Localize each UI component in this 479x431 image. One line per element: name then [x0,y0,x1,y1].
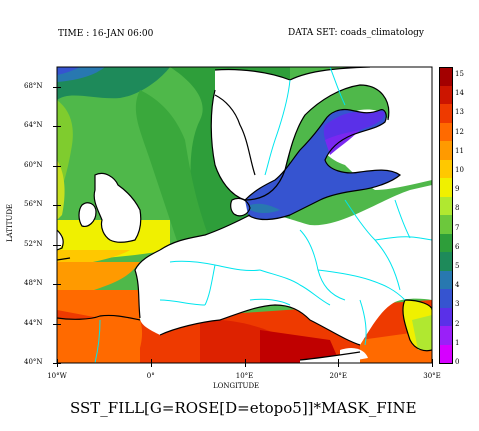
y-tick-mark [53,126,61,128]
x-tick-mark [244,359,246,367]
colorbar-swatch [439,159,452,179]
colorbar-swatch [439,307,452,327]
y-tick-mark [53,363,61,364]
y-tick-label: 64°N [24,121,43,130]
colorbar-swatch [439,215,452,234]
colorbar-swatch [439,85,452,105]
colorbar-label: 5 [455,262,460,270]
x-tick-mark [432,359,433,367]
y-tick-label: 44°N [24,318,43,327]
y-tick-mark [53,86,61,88]
time-label: TIME : 16-JAN 06:00 [58,29,154,39]
y-tick-label: 48°N [24,279,43,288]
colorbar-label: 11 [455,146,464,155]
colorbar-swatch [439,141,452,160]
colorbar-label: 0 [455,358,460,366]
y-tick-mark [53,284,61,286]
colorbar-label: 12 [455,127,464,136]
colorbar-label: 8 [455,204,460,213]
colorbar-frame [439,67,453,364]
colorbar-label: 6 [455,242,460,251]
y-tick-label: 56°N [24,200,43,209]
colorbar-label: 15 [455,70,464,78]
colorbar-label: 10 [455,166,464,174]
y-tick-label: 60°N [24,160,43,169]
colorbar-label: 14 [455,89,464,98]
y-tick-mark [53,244,61,246]
colorbar-swatch [439,344,452,364]
x-tick-label: 10°W [47,372,67,380]
map-title: SST_FILL[G=ROSE[D=etopo5]]*MASK_FINE [70,399,417,417]
colorbar-swatch [439,104,452,123]
colorbar-swatch [439,252,452,271]
colorbar-label: 4 [455,281,460,290]
colorbar-label: 13 [455,108,464,117]
y-tick-label: 68°N [24,81,43,90]
y-tick-mark [53,323,61,325]
y-tick-mark [53,165,61,167]
colorbar-label: 2 [455,319,460,328]
x-axis-title: LONGITUDE [213,382,260,390]
x-tick-label: 10°E [235,372,254,380]
colorbar-swatch [439,270,452,290]
x-tick-mark [150,359,152,367]
colorbar-swatch [439,326,452,345]
colorbar-label: 9 [455,185,460,194]
colorbar-swatch [439,289,452,308]
y-tick-label: 52°N [24,239,43,248]
colorbar-swatch [439,122,452,142]
y-tick-mark [53,205,61,207]
dataset-label: DATA SET: coads_climatology [288,28,424,38]
country-borders [94,67,432,363]
colorbar-label: 1 [455,338,460,347]
colorbar-label: 3 [455,300,460,309]
colorbar-swatch [439,233,452,253]
colorbar-swatch [439,67,452,86]
x-tick-mark [338,359,340,367]
coastlines [57,67,432,361]
colorbar-label: 7 [455,223,460,232]
x-tick-label: 20°E [329,372,348,380]
y-axis-title: LATITUDE [6,203,14,242]
y-tick-label: 40°N [24,358,43,366]
colorbar-swatch [439,178,452,197]
colorbar-swatch [439,196,452,216]
x-tick-label: 30°E [423,372,441,380]
x-tick-label: 0° [146,372,155,380]
